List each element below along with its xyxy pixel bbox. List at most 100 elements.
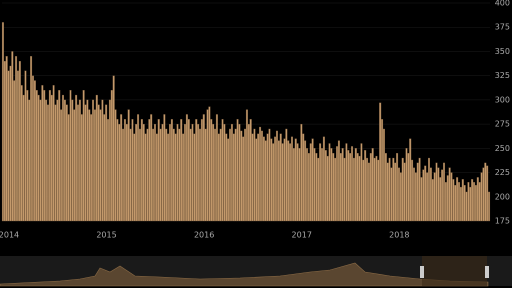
bar xyxy=(247,123,250,222)
x-tick-label: 2017 xyxy=(292,231,312,240)
bar xyxy=(264,140,267,222)
bar xyxy=(142,123,145,222)
bar xyxy=(456,177,459,222)
bar xyxy=(67,114,70,222)
bar xyxy=(13,80,16,222)
bar xyxy=(129,128,132,222)
y-tick-label: 375 xyxy=(495,23,510,32)
bar xyxy=(403,162,406,222)
bar xyxy=(223,123,226,222)
bar xyxy=(184,123,186,222)
bar xyxy=(58,90,61,222)
bar xyxy=(375,155,378,222)
bar xyxy=(343,157,346,222)
bar xyxy=(146,128,149,222)
bar xyxy=(322,136,325,222)
bar xyxy=(236,119,239,222)
bar xyxy=(168,123,171,222)
bar xyxy=(488,191,491,222)
bar xyxy=(86,99,89,222)
bar xyxy=(88,109,91,222)
navigator-selection[interactable] xyxy=(422,256,487,286)
bar xyxy=(62,94,64,222)
bar xyxy=(189,128,192,222)
bar xyxy=(133,133,136,222)
y-tick-label: 400 xyxy=(495,0,510,8)
bar xyxy=(486,165,489,222)
bar xyxy=(458,182,461,222)
bar xyxy=(307,153,310,222)
bar xyxy=(366,157,369,222)
bar xyxy=(225,133,228,222)
bar xyxy=(459,186,462,222)
bar xyxy=(257,133,260,222)
bar xyxy=(287,140,290,222)
bar xyxy=(229,128,232,222)
bar xyxy=(107,119,110,222)
bar xyxy=(11,51,14,222)
bar xyxy=(77,104,80,222)
navigator-handle[interactable] xyxy=(485,266,489,278)
bar xyxy=(16,70,19,222)
bar xyxy=(176,123,179,222)
bar xyxy=(448,167,451,222)
bar xyxy=(185,114,188,222)
bar xyxy=(18,60,21,222)
y-tick-label: 200 xyxy=(495,192,510,201)
bar xyxy=(414,172,417,222)
bar xyxy=(153,123,156,222)
bar xyxy=(180,119,183,222)
bar xyxy=(274,136,277,222)
bar xyxy=(73,109,76,222)
bar xyxy=(163,114,166,222)
bar xyxy=(461,179,464,222)
bar xyxy=(197,123,200,222)
bar xyxy=(230,123,233,222)
bar xyxy=(39,99,42,222)
bar xyxy=(330,148,333,222)
bar xyxy=(110,90,113,222)
bar xyxy=(311,138,314,222)
bar xyxy=(394,162,397,222)
bar xyxy=(304,140,307,222)
bar xyxy=(251,133,254,222)
bar xyxy=(334,157,337,222)
bar xyxy=(33,80,36,222)
bar xyxy=(332,153,335,222)
y-tick-label: 300 xyxy=(495,95,510,104)
bar xyxy=(478,182,481,222)
bar xyxy=(245,109,248,222)
bar xyxy=(471,179,474,222)
bar xyxy=(84,104,87,222)
bar xyxy=(212,123,215,222)
navigator-handle[interactable] xyxy=(420,266,424,278)
bar xyxy=(97,104,100,222)
bar xyxy=(242,136,245,222)
bar xyxy=(195,119,198,222)
bar xyxy=(319,143,322,222)
bar xyxy=(275,130,278,222)
bar xyxy=(60,109,63,222)
bar xyxy=(379,102,382,222)
x-tick-label: 2015 xyxy=(96,231,116,240)
bar xyxy=(381,119,384,222)
bar xyxy=(336,146,339,222)
bar xyxy=(71,99,74,222)
bar xyxy=(313,148,316,222)
bar xyxy=(127,109,130,222)
bar xyxy=(437,167,440,222)
bar xyxy=(300,123,303,222)
bar xyxy=(411,159,414,222)
bar xyxy=(93,109,96,222)
bar xyxy=(324,150,327,222)
bar xyxy=(138,128,141,222)
bar xyxy=(219,128,222,222)
bar xyxy=(46,104,49,222)
bar xyxy=(255,138,258,222)
bar xyxy=(469,186,472,222)
bar xyxy=(463,185,466,222)
bar xyxy=(386,162,389,222)
bar xyxy=(277,140,280,222)
bar xyxy=(298,148,301,222)
bar xyxy=(114,109,117,222)
